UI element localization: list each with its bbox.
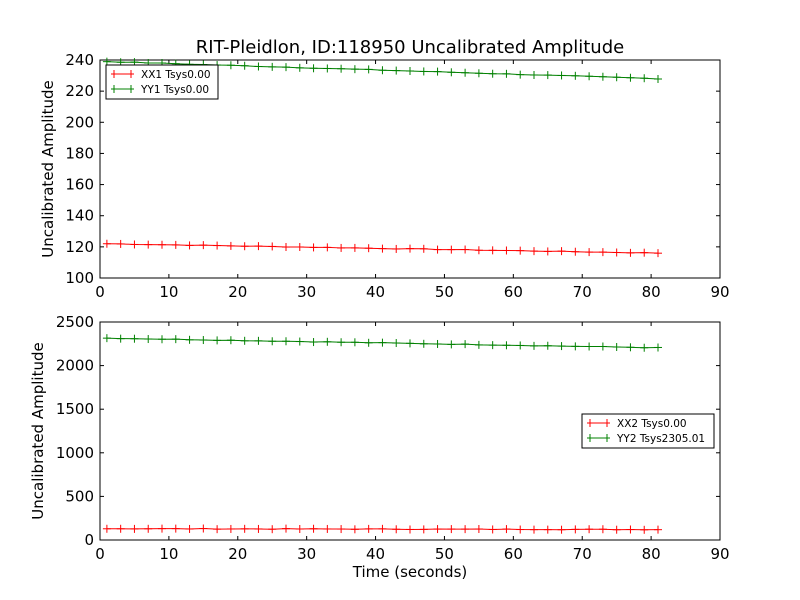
x-tick-label: 60 [504,283,523,301]
legend-label: YY2 Tsys2305.01 [616,433,705,445]
x-tick-label: 0 [95,283,105,301]
x-tick-label: 80 [642,283,661,301]
y-tick-label: 180 [65,144,94,162]
y-tick-label: 2500 [56,313,94,331]
legend-box [105,64,219,100]
top-panel: 0 10 20 30 40 50 60 70 80 90 100 120 140 160 180 200 220… [65,51,729,301]
x-tick-label: 10 [159,545,178,563]
axes-frame [99,59,721,279]
y-tick-label: 500 [65,487,94,505]
y-tick-label: 1500 [56,400,94,418]
x-tick-label: 90 [710,283,729,301]
x-tick-label: 10 [159,283,178,301]
series-xx2 [102,524,662,534]
x-tick-label: 70 [573,283,592,301]
x-tick-label: 70 [573,545,592,563]
x-tick-label: 40 [366,283,385,301]
x-tick-label: 20 [228,283,247,301]
y-tick-label: 1000 [56,444,94,462]
bottom-panel: 0 10 20 30 40 50 60 70 80 90 0 500 1000 1500 2000 2500 X… [56,313,730,563]
top-y-axis-label: Uncalibrated Amplitude [39,80,57,257]
x-tick-label: 90 [710,545,729,563]
y-tick-label: 200 [65,113,94,131]
legend-box [581,413,715,449]
y-tick-label: 120 [65,238,94,256]
x-tick-label: 20 [228,545,247,563]
legend-item: XX2 Tsys0.00 [587,418,687,430]
legend-item: YY1 Tsys0.00 [111,84,209,96]
axes-frame [99,321,721,541]
bottom-y-axis-label: Uncalibrated Amplitude [29,342,47,519]
legend-item: XX1 Tsys0.00 [111,69,211,81]
y-tick-label: 220 [65,82,94,100]
x-tick-label: 30 [297,545,316,563]
series-xx1 [102,239,662,258]
legend-label: XX2 Tsys0.00 [617,418,687,430]
y-tick-label: 0 [84,531,94,549]
legend-item: YY2 Tsys2305.01 [587,433,705,445]
y-tick-label: 100 [65,269,94,287]
bottom-x-axis-label: Time (seconds) [352,563,468,581]
y-tick-label: 240 [65,51,94,69]
legend-label: XX1 Tsys0.00 [141,69,211,81]
chart-title: RIT-Pleidlon, ID:118950 Uncalibrated Amp… [196,37,624,58]
x-tick-label: 80 [642,545,661,563]
y-tick-label: 140 [65,207,94,225]
x-tick-label: 40 [366,545,385,563]
y-tick-label: 160 [65,176,94,194]
x-tick-label: 0 [95,545,105,563]
series-yy2 [102,334,662,352]
x-tick-label: 30 [297,283,316,301]
x-tick-label: 50 [435,545,454,563]
legend: XX2 Tsys0.00 YY2 Tsys2305.01 [581,413,715,449]
x-tick-label: 60 [504,545,523,563]
y-tick-label: 2000 [56,357,94,375]
x-tick-label: 50 [435,283,454,301]
legend-label: YY1 Tsys0.00 [140,84,209,96]
legend: XX1 Tsys0.00 YY1 Tsys0.00 [105,64,219,100]
